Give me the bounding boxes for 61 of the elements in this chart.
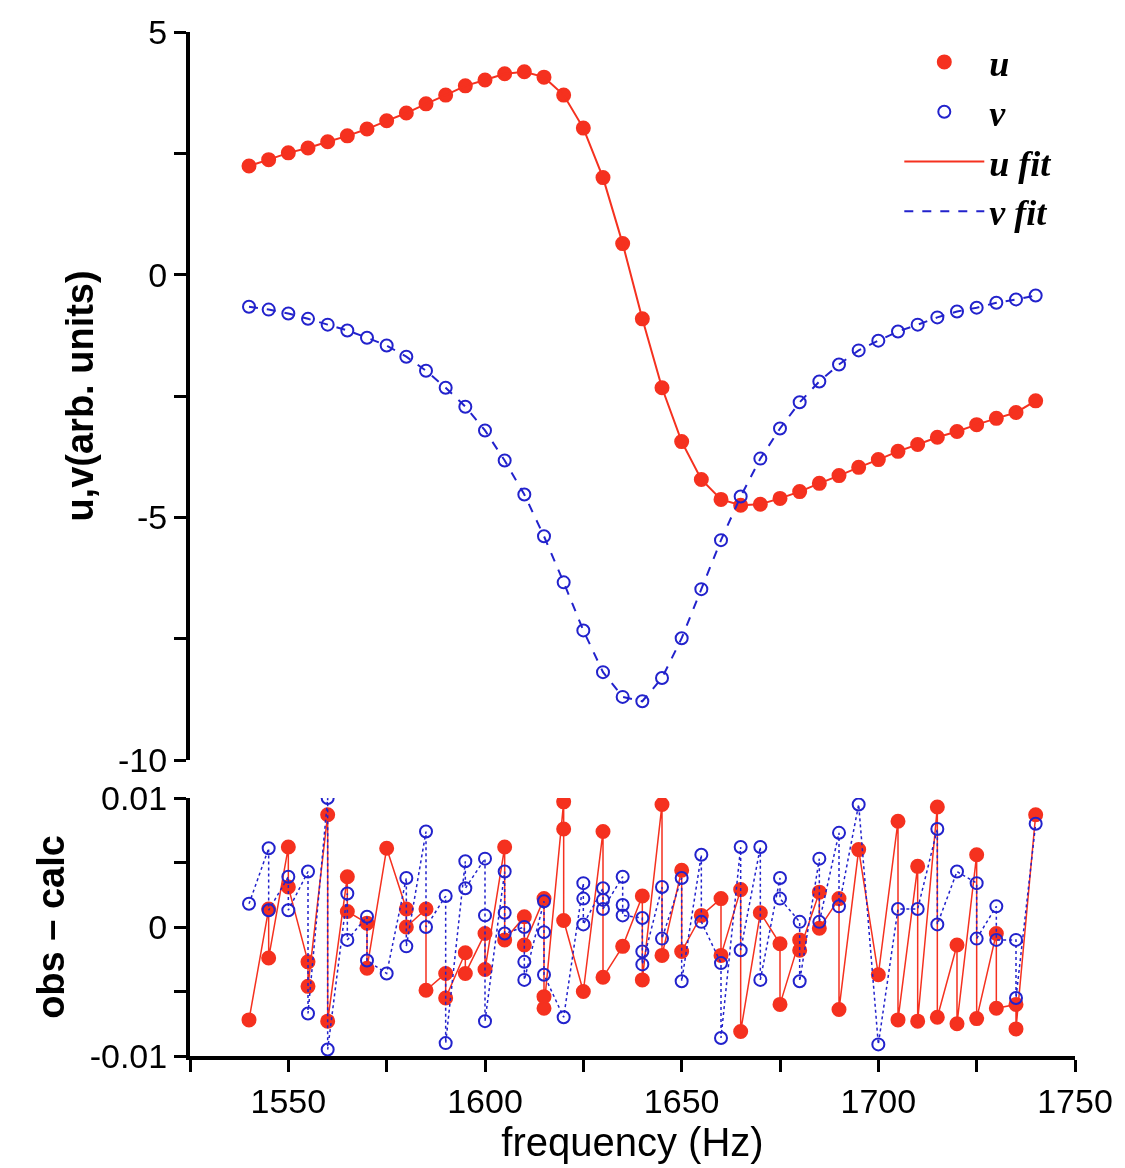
point [753, 451, 768, 466]
point [655, 670, 669, 685]
point [1028, 288, 1043, 303]
point [812, 374, 827, 389]
y-tick-label: -10 [118, 740, 168, 779]
legend-label: u [989, 43, 1010, 84]
point [832, 357, 846, 372]
point [242, 299, 256, 314]
point [478, 423, 492, 438]
x-tick-label: 1750 [1037, 1081, 1113, 1120]
point [615, 689, 630, 704]
y-tick-label: 0 [148, 907, 168, 946]
point [497, 453, 512, 468]
y-tick-label: -5 [136, 498, 168, 537]
point [340, 323, 355, 338]
point [773, 421, 787, 436]
legend-label: v [989, 93, 1007, 134]
point [379, 338, 394, 353]
point [596, 665, 610, 680]
point [950, 304, 964, 319]
point [517, 487, 532, 502]
point [871, 333, 886, 348]
y-tick-label: -0.01 [89, 1036, 168, 1075]
point [1028, 393, 1044, 409]
point [301, 311, 315, 326]
legend-label: u fit [989, 143, 1052, 184]
legend-label: v fit [989, 193, 1048, 234]
point [320, 317, 335, 332]
x-tick-label: 1550 [250, 1081, 327, 1120]
point [360, 330, 374, 345]
x-tick-label: 1600 [447, 1081, 523, 1120]
x-axis-title: frequency (Hz) [501, 1119, 764, 1164]
point [910, 317, 925, 332]
point [576, 623, 591, 638]
point [438, 380, 453, 395]
point [969, 300, 984, 315]
y-tick-label: 0.01 [101, 778, 168, 817]
point [851, 343, 866, 358]
point [399, 349, 414, 364]
point [556, 575, 571, 590]
y-axis-title: u,v(arb. units) [58, 270, 101, 522]
y-tick-label: 0 [148, 255, 168, 294]
x-tick-label: 1700 [840, 1081, 917, 1120]
point [891, 324, 905, 339]
point [458, 399, 473, 414]
point [419, 363, 433, 378]
y-tick-label: 5 [148, 12, 168, 51]
point [694, 582, 709, 597]
point [792, 395, 807, 410]
point [281, 306, 296, 321]
point [537, 529, 551, 544]
point [989, 295, 1004, 310]
x-tick-label: 1650 [643, 1081, 720, 1120]
point [733, 489, 748, 504]
point [930, 310, 945, 325]
point [635, 694, 650, 709]
point [714, 533, 728, 548]
y-axis-title: obs – calc [30, 835, 73, 1019]
point [261, 302, 276, 317]
point [674, 631, 689, 646]
point [1009, 292, 1023, 307]
